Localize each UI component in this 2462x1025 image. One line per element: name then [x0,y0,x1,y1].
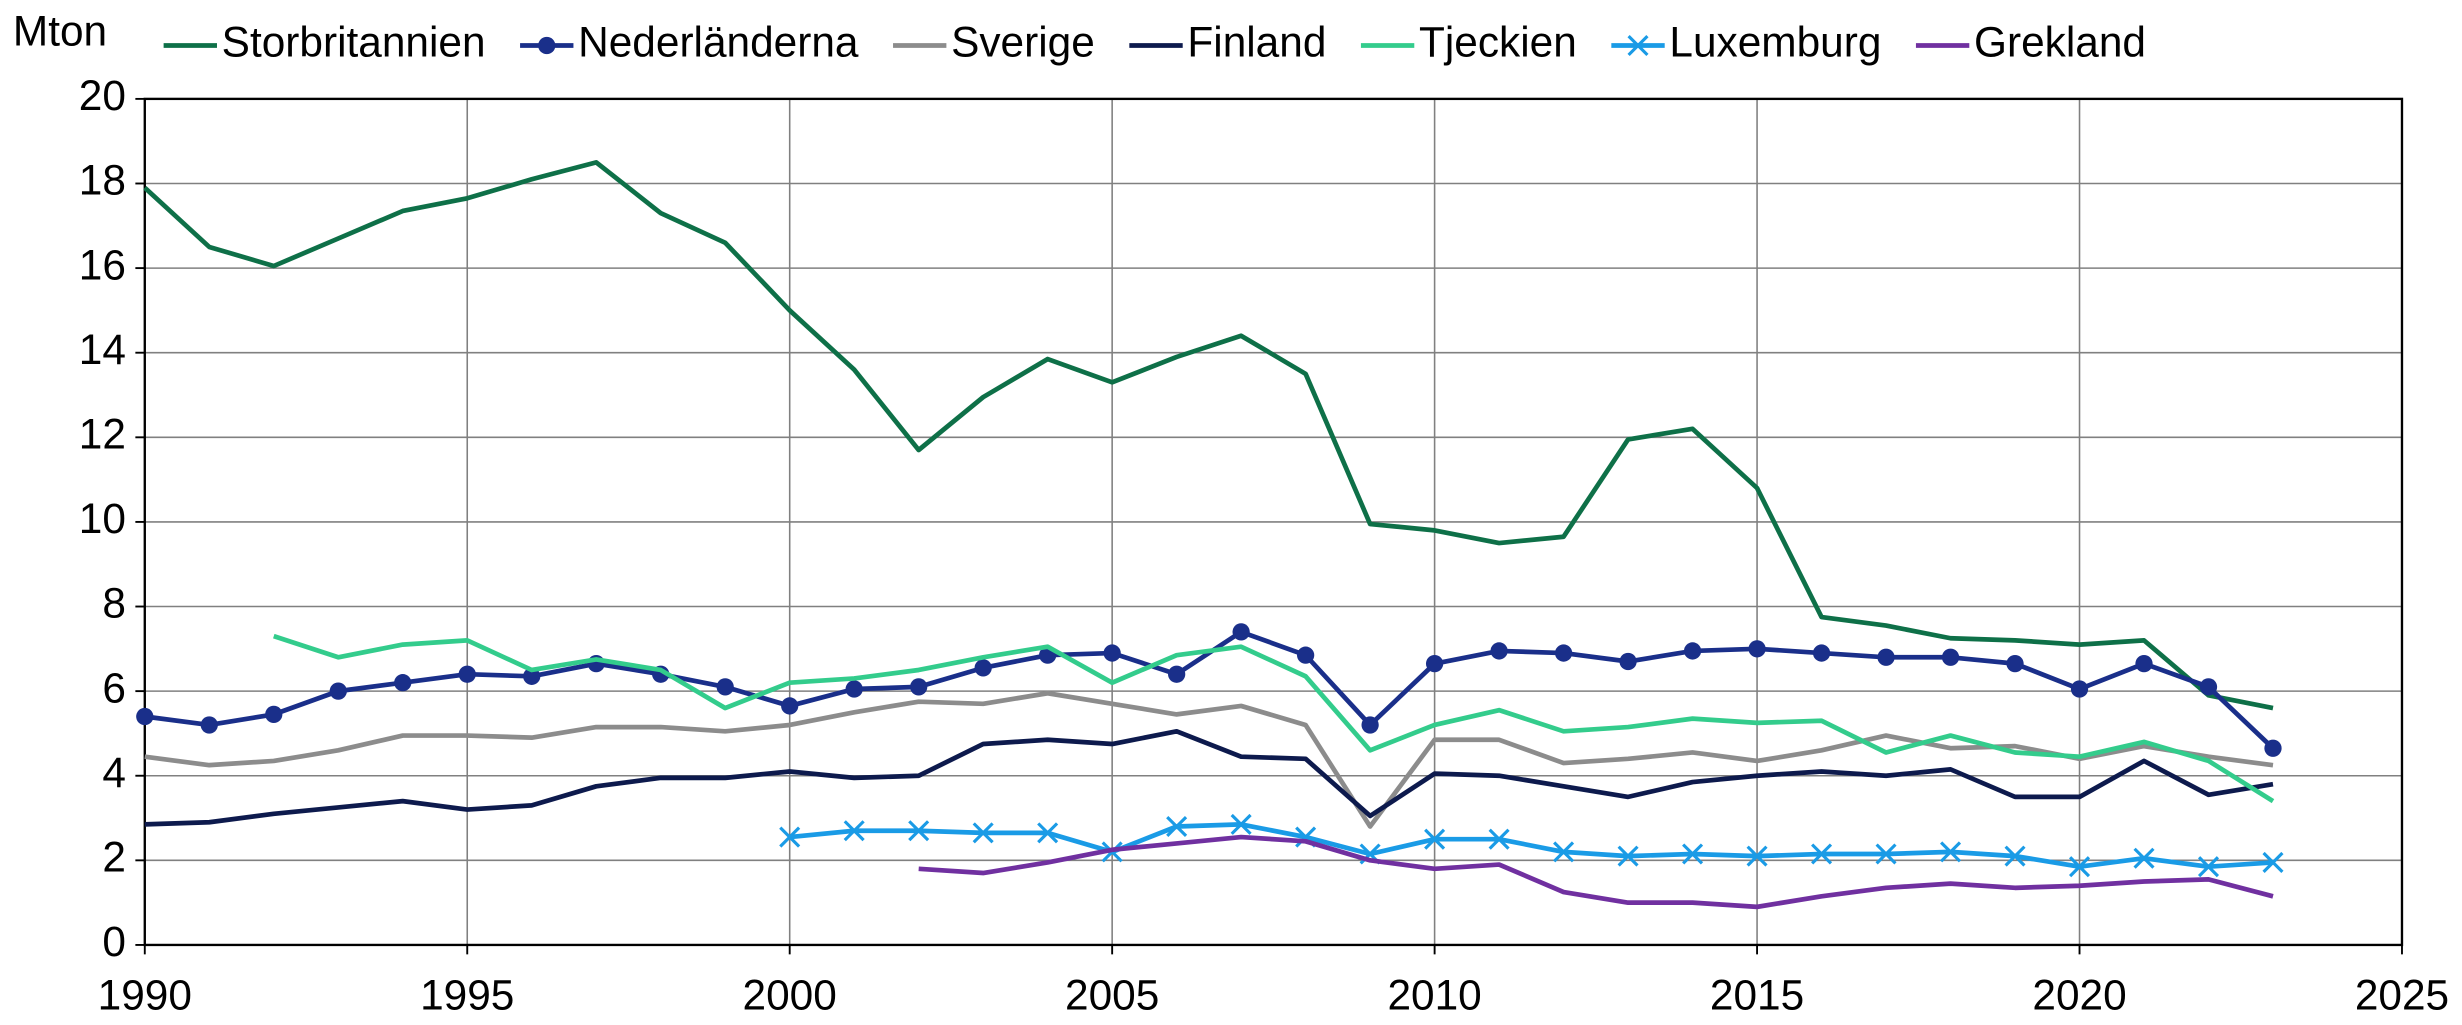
point [2197,856,2220,878]
point [1682,843,1704,865]
y-tick-label: 12 [79,410,126,457]
legend-label: Luxemburg [1669,19,1881,66]
series-line [144,728,2274,827]
series-line [918,834,2274,910]
point [1748,640,1766,658]
legend-item: Finland [1129,19,1326,66]
x-tick-label: 2010 [1387,972,1481,1019]
point [716,678,734,696]
point [523,667,541,685]
point [1619,652,1637,671]
point [1230,813,1252,835]
y-tick-label: 16 [79,241,126,288]
x-tick-label: 1990 [98,972,192,1019]
series-line [273,633,2275,804]
point [458,665,476,683]
point [974,659,992,677]
point [1812,644,1831,662]
legend-item: Sverige [893,19,1095,66]
point [2133,847,2155,869]
point [1683,642,1702,660]
point [1168,665,1186,683]
y-tick-label: 6 [102,664,126,711]
x-tick-label: 1995 [420,972,514,1019]
point [908,820,930,842]
x-tick-label: 2005 [1065,972,1159,1019]
x-tick-label: 2025 [2355,972,2449,1019]
point [843,820,865,842]
point [1166,815,1188,838]
point [200,716,218,734]
legend-item: Grekland [1915,19,2146,66]
legend-item: Luxemburg [1611,19,1881,66]
legend-marker [1627,34,1649,57]
point [1361,716,1379,734]
point [1232,623,1250,641]
point [329,682,347,700]
y-axis-label: Mton [13,8,107,55]
point [1424,828,1446,850]
point [394,674,412,692]
legend-item: Storbritannien [163,19,486,66]
point [972,822,994,844]
legend-marker [538,36,556,55]
point [265,705,283,724]
y-tick-label: 10 [79,495,126,542]
point [1553,841,1575,863]
y-tick-label: 4 [102,749,126,796]
y-tick-label: 0 [102,918,126,965]
point [2135,654,2153,673]
point [1488,828,1510,850]
point [1877,648,1895,666]
legend-item: Nederländerna [520,19,859,66]
legend-item: Tjeckien [1360,19,1577,66]
series-line [789,822,2274,870]
y-tick-label: 2 [102,834,126,881]
legend-label: Nederländerna [578,19,859,66]
point [2068,856,2091,878]
point [1617,845,1639,867]
y-tick-label: 14 [79,326,126,373]
point [2070,680,2089,698]
legend-label: Finland [1187,19,1326,66]
point [1554,644,1573,662]
x-tick-label: 2000 [743,972,837,1019]
point [136,707,154,726]
point [2262,851,2284,873]
point [1811,843,1833,865]
x-tick-label: 2020 [2032,972,2126,1019]
point [2006,654,2024,673]
point [910,678,928,696]
point [1941,648,1960,666]
legend-label: Sverige [951,19,1095,66]
point [779,826,801,848]
y-tick-label: 18 [79,157,126,204]
legend-label: Storbritannien [222,19,486,66]
y-tick-label: 8 [102,580,126,627]
point [845,680,863,698]
y-tick-label: 20 [79,72,126,119]
point [1875,843,1897,865]
point [1037,822,1059,844]
point [781,697,799,715]
point [2199,678,2218,696]
plot-frame [143,97,2404,947]
point [2264,739,2282,757]
legend-label: Tjeckien [1419,19,1577,66]
point [1425,654,1444,673]
x-tick-label: 2015 [1710,972,1804,1019]
legend-label: Grekland [1974,19,2146,66]
point [1296,646,1315,664]
point [1940,841,1962,863]
point [1103,644,1121,662]
series-line [143,159,2274,711]
point [1746,845,1768,867]
point [2004,845,2026,867]
point [1490,642,1508,660]
